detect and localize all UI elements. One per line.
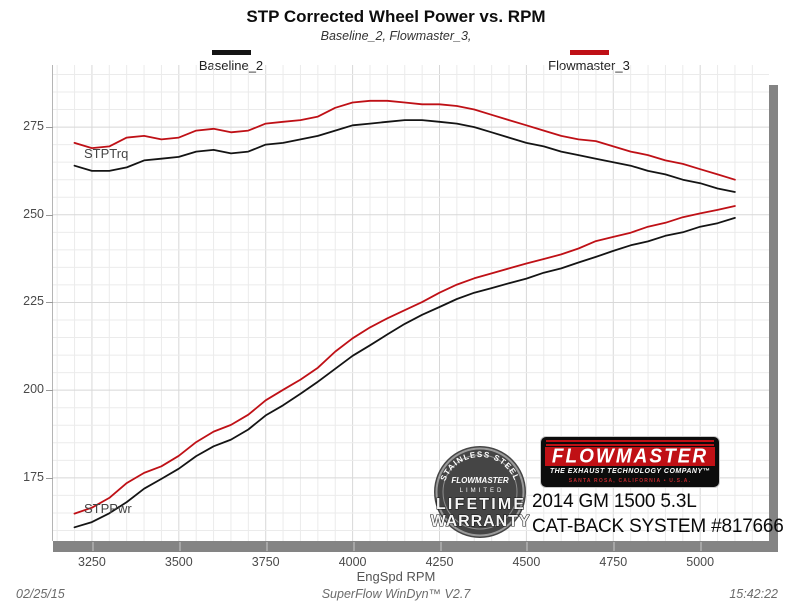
x-tick-label: 5000: [686, 555, 715, 569]
badge-lifetime-text: LIFETIME: [436, 496, 524, 513]
scrollbar-notch: [178, 542, 181, 551]
plot-area: [53, 65, 769, 541]
logo-stripe: [546, 444, 714, 446]
badge-rim: [435, 447, 525, 537]
curve-baseline-2-stppwr: [73, 216, 736, 529]
badge-warranty-text: WARRANTY: [431, 513, 530, 530]
status-time: 15:42:22: [729, 587, 778, 601]
legend-swatch-flowmaster: [569, 50, 609, 55]
x-tick-label: 4000: [338, 555, 367, 569]
x-tick-label: 3750: [251, 555, 280, 569]
legend-item-flowmaster: Flowmaster_3: [543, 50, 635, 73]
y-tick-mark: [46, 127, 53, 129]
y-tick-label: 175: [23, 469, 44, 484]
y-tick-mark: [46, 390, 53, 392]
y-tick-label: 225: [23, 294, 44, 309]
lifetime-warranty-badge: STAINLESS STEEL FLOWMASTER LIMITED LIFET…: [430, 446, 530, 538]
x-tick-label: 4750: [599, 555, 628, 569]
chart-title: STP Corrected Wheel Power vs. RPM: [246, 7, 546, 26]
scrollbar-notch: [91, 542, 94, 551]
badge-brand-text: FLOWMASTER: [451, 476, 509, 485]
legend-label-flowmaster: Flowmaster_3: [548, 58, 630, 73]
x-tick-label: 3500: [164, 555, 193, 569]
status-app-version: SuperFlow WinDyn™ V2.7: [321, 587, 471, 601]
curve-flowmaster-3-stptrq: [73, 99, 736, 181]
x-tick-label: 4250: [425, 555, 454, 569]
curve-baseline-2-stptrq: [73, 119, 736, 193]
scrollbar-notch: [352, 542, 355, 551]
vehicle-description-line2: CAT-BACK SYSTEM #817666: [532, 516, 784, 537]
chart-subtitle: Baseline_2, Flowmaster_3,: [320, 29, 472, 43]
status-date: 02/25/15: [16, 587, 65, 601]
y-tick-mark: [46, 214, 53, 216]
scrollbar-notch: [700, 542, 703, 551]
scrollbar-notch: [439, 542, 442, 551]
flowmaster-logo: FLOWMASTER THE EXHAUST TECHNOLOGY COMPAN…: [541, 437, 719, 487]
y-tick-mark: [46, 477, 53, 479]
horizontal-scrollbar[interactable]: [53, 541, 778, 552]
y-tick-label: 200: [23, 382, 44, 397]
dyno-curves-canvas: [53, 65, 769, 541]
x-tick-label: 4500: [512, 555, 541, 569]
scrollbar-notch: [265, 542, 268, 551]
power-curve-label: STPPwr: [84, 501, 132, 516]
torque-curve-label: STPTrq: [84, 146, 129, 161]
scrollbar-notch: [613, 542, 616, 551]
badge-outer-circle: [434, 446, 526, 538]
scrollbar-notch: [526, 542, 529, 551]
logo-red-band: FLOWMASTER: [545, 444, 715, 467]
legend-swatch-baseline: [211, 50, 251, 55]
y-tick-label: 275: [23, 119, 44, 134]
x-tick-label: 3250: [78, 555, 106, 569]
vehicle-description-line1: 2014 GM 1500 5.3L: [532, 491, 697, 512]
badge-limited-text: LIMITED: [460, 488, 505, 494]
logo-brand-name: FLOWMASTER: [551, 444, 709, 467]
curve-flowmaster-3-stppwr: [73, 205, 736, 515]
badge-inner-ring: [442, 454, 518, 530]
y-tick-label: 250: [23, 206, 44, 221]
vertical-scrollbar[interactable]: [769, 85, 778, 541]
y-tick-mark: [46, 302, 53, 304]
logo-tagline: THE EXHAUST TECHNOLOGY COMPANY™: [549, 468, 711, 475]
logo-address: SANTA ROSA, CALIFORNIA • U.S.A.: [568, 478, 692, 484]
logo-stripe: [546, 440, 714, 442]
x-axis-title: EngSpd RPM: [356, 569, 436, 584]
